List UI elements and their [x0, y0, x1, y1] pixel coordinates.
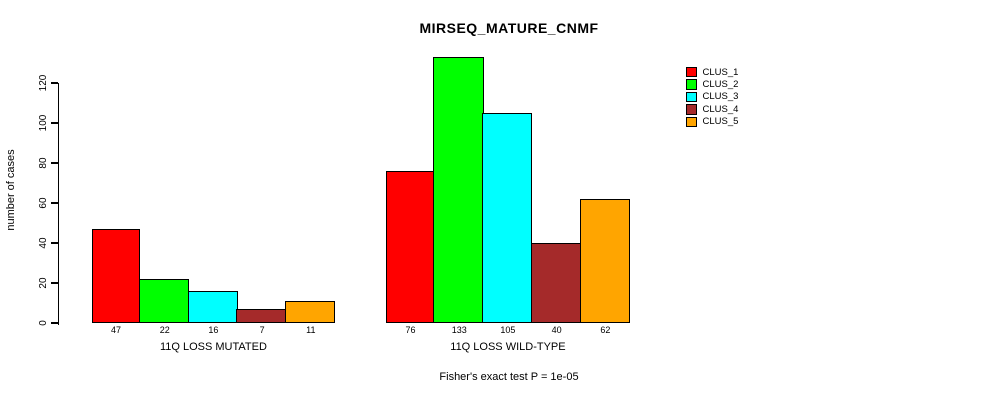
- y-axis-tick-label: 60: [38, 197, 49, 209]
- legend-row: CLUS_4: [686, 103, 738, 115]
- y-axis-tick: [51, 202, 58, 204]
- legend-label: CLUS_5: [702, 116, 739, 128]
- bar-clus_5-group2: [579, 199, 630, 323]
- y-axis-tick: [51, 122, 58, 124]
- y-axis-tick: [51, 162, 58, 164]
- legend-label: CLUS_1: [702, 66, 739, 78]
- legend-swatch-icon: [686, 79, 697, 90]
- bar-value-label: 22: [159, 325, 170, 335]
- legend-row: CLUS_5: [686, 116, 738, 128]
- bar-clus_2-group1: [138, 279, 190, 323]
- bar-value-label: 76: [405, 325, 416, 335]
- bar-value-label: 7: [259, 325, 265, 335]
- y-axis-tick: [51, 82, 58, 84]
- bar-value-label: 11: [306, 325, 316, 335]
- legend-label: CLUS_3: [702, 91, 739, 103]
- bar-clus_3-group1: [187, 291, 238, 323]
- chart-title: MIRSEQ_MATURE_CNMF: [419, 20, 599, 36]
- y-axis-tick-label: 0: [38, 320, 49, 326]
- legend-row: CLUS_2: [686, 78, 738, 90]
- bar-value-label: 47: [111, 325, 122, 335]
- legend-swatch-icon: [686, 116, 697, 127]
- legend-swatch-icon: [686, 104, 697, 115]
- bar-clus_2-group2: [433, 57, 484, 323]
- stat-caption: Fisher's exact test P = 1e-05: [439, 371, 579, 383]
- y-axis-label: number of cases: [5, 149, 17, 231]
- bar-clus_5-group1: [285, 301, 336, 323]
- y-axis-tick: [51, 242, 58, 244]
- y-axis-tick: [51, 282, 58, 284]
- y-axis-tick: [51, 322, 58, 324]
- bar-value-label: 40: [551, 325, 562, 335]
- group-label: 11Q LOSS WILD-TYPE: [450, 341, 566, 353]
- legend-swatch-icon: [686, 66, 697, 78]
- legend-swatch-icon: [686, 91, 697, 103]
- y-axis-tick-label: 80: [38, 157, 49, 169]
- y-axis-tick-label: 40: [38, 237, 49, 249]
- legend: CLUS_1 CLUS_2 CLUS_3 CLUS_4 CLUS_5: [686, 66, 738, 128]
- legend-label: CLUS_4: [702, 103, 739, 115]
- bar-value-label: 105: [500, 325, 516, 335]
- bar-clus_1-group2: [386, 171, 435, 323]
- y-axis-line: [57, 83, 59, 325]
- bar-value-label: 133: [451, 325, 467, 335]
- bar-value-label: 16: [208, 325, 219, 335]
- legend-row: CLUS_1: [686, 66, 738, 78]
- group-label: 11Q LOSS MUTATED: [159, 341, 267, 353]
- bar-clus_4-group2: [530, 243, 581, 323]
- bar-clus_1-group1: [91, 229, 141, 323]
- legend-label: CLUS_2: [702, 79, 739, 91]
- y-axis-tick-label: 20: [38, 277, 49, 289]
- bar-clus_4-group1: [236, 309, 287, 323]
- y-axis-tick-label: 120: [38, 74, 49, 92]
- y-axis-tick-label: 100: [38, 114, 49, 132]
- bar-value-label: 62: [600, 325, 611, 335]
- legend-row: CLUS_3: [686, 91, 738, 103]
- bar-clus_3-group2: [482, 113, 533, 323]
